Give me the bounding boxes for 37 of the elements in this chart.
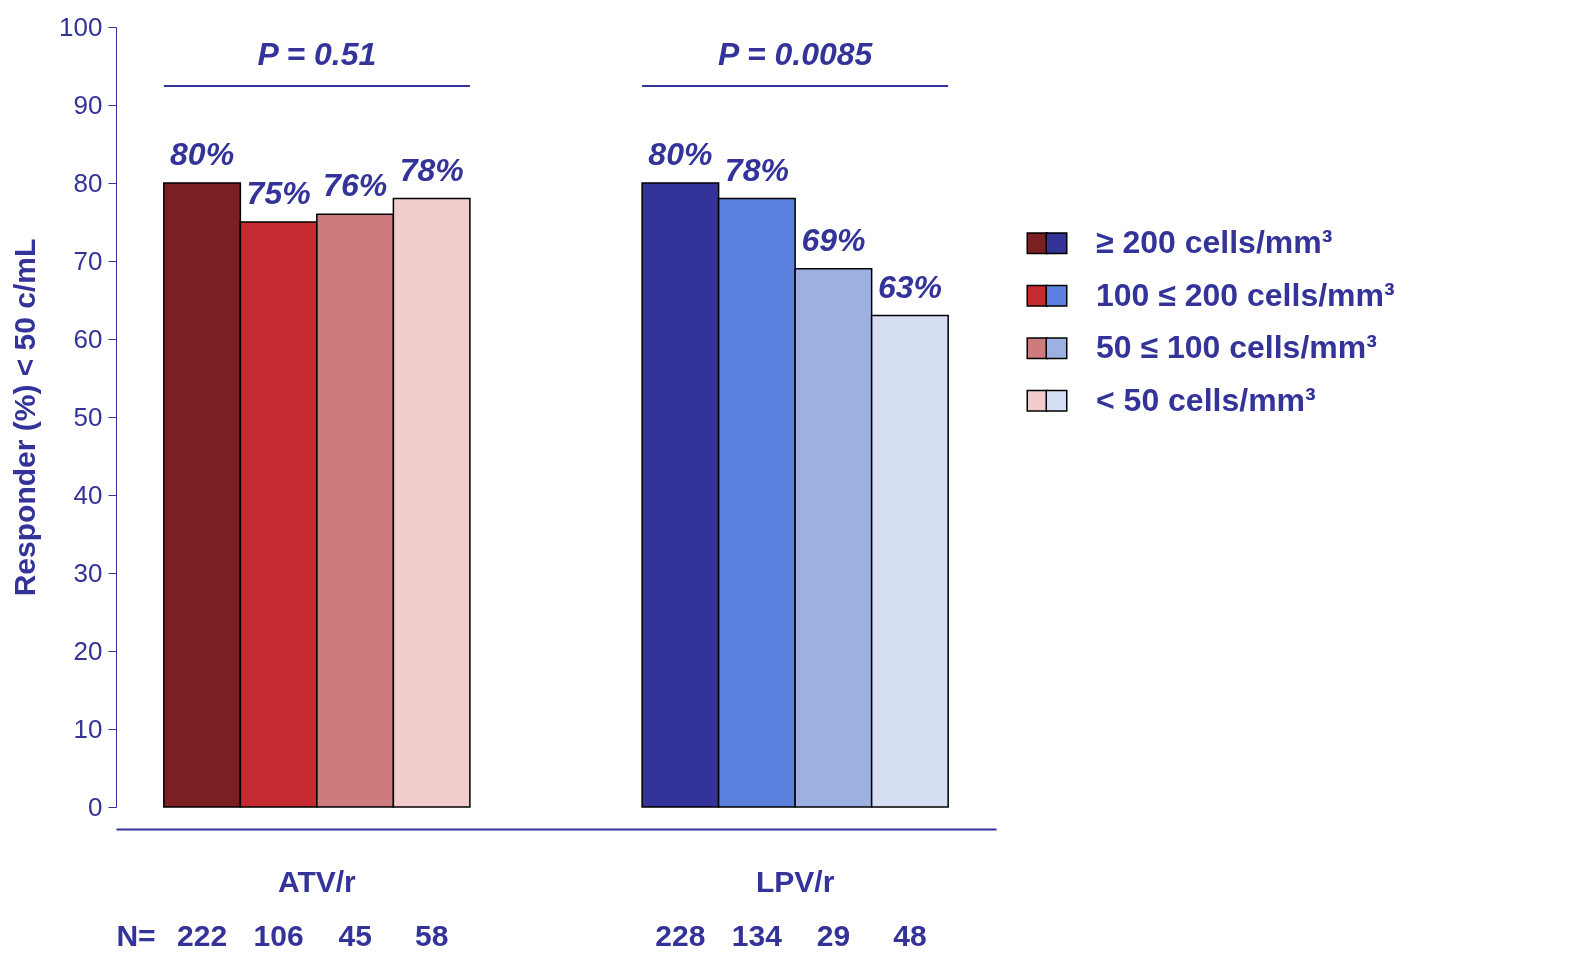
y-tick-label: 0 (88, 791, 103, 822)
text: 58 (414, 919, 449, 952)
text: 222 (177, 919, 228, 952)
y-tick-label: 50 (73, 401, 103, 432)
y-tick-label: 30 (73, 557, 103, 588)
legend-label: ≥ 200 cells/mm³ (1096, 224, 1333, 261)
text: 48 (893, 919, 927, 952)
y-tick-label: 60 (73, 323, 103, 354)
y-tick-label: 20 (73, 635, 103, 666)
text: 29 (816, 919, 851, 952)
text: 134 (731, 919, 783, 952)
legend-label: 100 ≤ 200 cells/mm³ (1096, 276, 1395, 313)
legend-label: 50 ≤ 100 cells/mm³ (1096, 329, 1377, 366)
text: 228 (655, 919, 706, 952)
text: 45 (338, 919, 372, 952)
x-tick-label: ATV/r (277, 864, 357, 898)
x-tick-label: LPV/r (755, 864, 835, 898)
data-label: 75% (246, 175, 311, 211)
data-label: 76% (323, 167, 388, 204)
annotation: P = 0.0085 (717, 36, 874, 72)
y-axis-title: Responder (%) < 50 c/mL (8, 238, 42, 597)
y-tick-label: 40 (73, 479, 103, 510)
data-label: 63% (877, 268, 942, 305)
data-label: 69% (801, 221, 866, 258)
text: 106 (253, 919, 304, 952)
data-label: 80% (648, 136, 713, 172)
annotation: P = 0.51 (257, 36, 377, 72)
data-label: 78% (724, 151, 789, 188)
y-tick-label: 100 (59, 11, 103, 42)
y-tick-label: 90 (73, 89, 103, 120)
data-label: 80% (170, 136, 235, 172)
y-tick-label: 10 (73, 713, 103, 744)
data-label: 78% (399, 151, 464, 188)
y-tick-label: 80 (73, 167, 103, 198)
legend-label: < 50 cells/mm³ (1096, 381, 1316, 418)
y-tick-label: 70 (73, 245, 103, 276)
text: N= (116, 919, 156, 952)
